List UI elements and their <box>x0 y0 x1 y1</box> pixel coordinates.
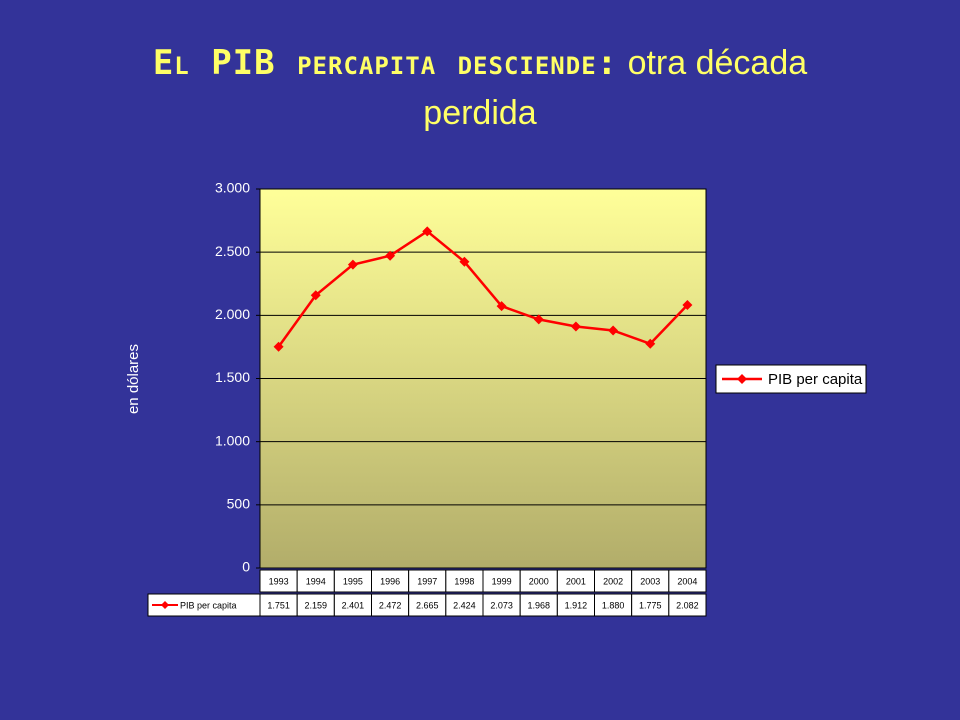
x-tick-label: 1993 <box>269 576 289 586</box>
y-tick-label: 1.000 <box>215 432 250 448</box>
y-axis-label: en dólares <box>125 344 142 414</box>
y-tick-label: 3.000 <box>215 180 250 196</box>
legend-label: PIB per capita <box>768 371 863 388</box>
marker <box>459 256 470 267</box>
data-label: 2.082 <box>676 600 699 610</box>
table-cell <box>147 593 261 617</box>
y-tick-label: 2.000 <box>215 306 250 322</box>
x-tick-label: 2003 <box>640 576 660 586</box>
x-tick-label: 1995 <box>343 576 363 586</box>
title-main: El PIB percapita desciende: <box>152 43 619 83</box>
marker <box>310 290 321 301</box>
data-label: 1.751 <box>267 600 290 610</box>
data-label: 1.775 <box>639 600 662 610</box>
data-label: 2.665 <box>416 600 439 610</box>
y-tick-label: 500 <box>227 496 251 512</box>
legend-key-marker <box>737 374 747 384</box>
y-tick-label: 1.500 <box>215 369 250 385</box>
marker <box>608 325 619 336</box>
x-tick-label: 2001 <box>566 576 586 586</box>
y-tick-label: 0 <box>242 559 250 575</box>
line <box>277 229 689 348</box>
data-label: 2.472 <box>379 600 402 610</box>
data-label: 2.073 <box>490 600 513 610</box>
x-tick-label: 2002 <box>603 576 623 586</box>
x-tick-label: 1998 <box>454 576 474 586</box>
x-tick-label: 1996 <box>380 576 400 586</box>
marker <box>496 301 507 312</box>
marker <box>645 338 656 349</box>
table-cell <box>668 569 707 593</box>
x-tick-label: 1999 <box>492 576 512 586</box>
data-label: 2.401 <box>342 600 365 610</box>
x-tick-label: 2004 <box>677 576 697 586</box>
data-label: 2.424 <box>453 600 476 610</box>
table-series-label: PIB per capita <box>180 600 237 610</box>
legend-key-marker <box>161 601 169 609</box>
marker <box>385 250 396 261</box>
data-label: 1.880 <box>602 600 625 610</box>
y-tick-label: 2.500 <box>215 243 250 259</box>
marker <box>570 321 581 332</box>
data-label: 2.159 <box>304 600 327 610</box>
marker <box>273 341 284 352</box>
data-label: 1.912 <box>565 600 588 610</box>
marker <box>682 299 693 310</box>
data-label: 1.968 <box>527 600 550 610</box>
x-tick-label: 1997 <box>417 576 437 586</box>
marker <box>347 259 358 270</box>
x-tick-label: 1994 <box>306 576 326 586</box>
marker <box>422 226 433 237</box>
x-tick-label: 2000 <box>529 576 549 586</box>
table-cell <box>668 593 707 617</box>
title: El PIB percapita desciende: otra década … <box>100 38 860 138</box>
title-rest: otra década perdida <box>423 44 808 132</box>
marker <box>533 314 544 325</box>
